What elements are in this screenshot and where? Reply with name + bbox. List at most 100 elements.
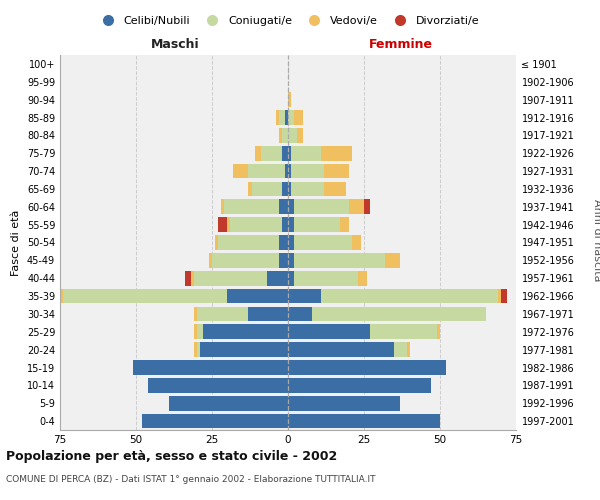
Bar: [294, 271, 358, 285]
Bar: [358, 271, 367, 285]
Text: Maschi: Maschi: [151, 38, 200, 52]
Bar: [285, 164, 288, 178]
Bar: [288, 342, 394, 357]
Bar: [194, 324, 197, 339]
Bar: [197, 324, 203, 339]
Bar: [218, 235, 279, 250]
Bar: [194, 306, 197, 322]
Bar: [282, 218, 288, 232]
Bar: [325, 164, 349, 178]
Bar: [288, 128, 297, 142]
Bar: [218, 218, 227, 232]
Bar: [294, 200, 349, 214]
Bar: [260, 146, 282, 160]
Bar: [60, 289, 63, 304]
Bar: [322, 289, 498, 304]
Bar: [288, 271, 294, 285]
Bar: [288, 253, 294, 268]
Bar: [194, 271, 267, 285]
Bar: [133, 360, 288, 375]
Text: Popolazione per età, sesso e stato civile - 2002: Popolazione per età, sesso e stato civil…: [6, 450, 337, 463]
Bar: [230, 218, 282, 232]
Y-axis label: Fasce di età: Fasce di età: [11, 210, 21, 276]
Bar: [291, 146, 322, 160]
Bar: [352, 235, 361, 250]
Bar: [288, 414, 440, 428]
Bar: [203, 324, 288, 339]
Text: COMUNE DI PERCA (BZ) - Dati ISTAT 1° gennaio 2002 - Elaborazione TUTTITALIA.IT: COMUNE DI PERCA (BZ) - Dati ISTAT 1° gen…: [6, 475, 376, 484]
Bar: [288, 92, 291, 107]
Bar: [224, 200, 279, 214]
Bar: [288, 182, 291, 196]
Bar: [294, 110, 303, 125]
Bar: [288, 218, 294, 232]
Bar: [279, 253, 288, 268]
Bar: [407, 342, 410, 357]
Bar: [169, 396, 288, 410]
Bar: [200, 342, 288, 357]
Bar: [288, 200, 294, 214]
Bar: [227, 289, 288, 304]
Bar: [279, 235, 288, 250]
Bar: [297, 128, 303, 142]
Bar: [282, 182, 288, 196]
Bar: [142, 414, 288, 428]
Bar: [288, 306, 313, 322]
Bar: [248, 306, 288, 322]
Bar: [498, 289, 501, 304]
Bar: [248, 182, 251, 196]
Bar: [288, 146, 291, 160]
Bar: [279, 200, 288, 214]
Bar: [322, 146, 352, 160]
Bar: [209, 253, 212, 268]
Bar: [501, 289, 507, 304]
Bar: [288, 235, 294, 250]
Text: Anni di nascita: Anni di nascita: [592, 198, 600, 281]
Bar: [385, 253, 400, 268]
Bar: [288, 110, 294, 125]
Bar: [291, 182, 325, 196]
Bar: [288, 289, 322, 304]
Bar: [233, 164, 248, 178]
Bar: [279, 110, 285, 125]
Bar: [248, 164, 285, 178]
Bar: [288, 324, 370, 339]
Bar: [294, 253, 385, 268]
Bar: [288, 378, 431, 392]
Bar: [325, 182, 346, 196]
Bar: [215, 235, 218, 250]
Bar: [370, 324, 437, 339]
Bar: [340, 218, 349, 232]
Bar: [251, 182, 282, 196]
Bar: [254, 146, 260, 160]
Bar: [276, 110, 279, 125]
Bar: [279, 128, 282, 142]
Bar: [437, 324, 440, 339]
Bar: [282, 146, 288, 160]
Bar: [197, 306, 248, 322]
Bar: [349, 200, 364, 214]
Bar: [197, 342, 200, 357]
Bar: [291, 164, 325, 178]
Bar: [288, 396, 400, 410]
Bar: [364, 200, 370, 214]
Bar: [394, 342, 407, 357]
Bar: [294, 218, 340, 232]
Legend: Celibi/Nubili, Coniugati/e, Vedovi/e, Divorziati/e: Celibi/Nubili, Coniugati/e, Vedovi/e, Di…: [92, 12, 484, 30]
Bar: [267, 271, 288, 285]
Bar: [294, 235, 352, 250]
Bar: [194, 342, 197, 357]
Bar: [212, 253, 279, 268]
Bar: [63, 289, 227, 304]
Bar: [185, 271, 191, 285]
Bar: [313, 306, 485, 322]
Bar: [285, 110, 288, 125]
Bar: [148, 378, 288, 392]
Bar: [227, 218, 230, 232]
Bar: [288, 360, 446, 375]
Bar: [191, 271, 194, 285]
Text: Femmine: Femmine: [368, 38, 433, 52]
Bar: [282, 128, 288, 142]
Bar: [221, 200, 224, 214]
Bar: [288, 164, 291, 178]
